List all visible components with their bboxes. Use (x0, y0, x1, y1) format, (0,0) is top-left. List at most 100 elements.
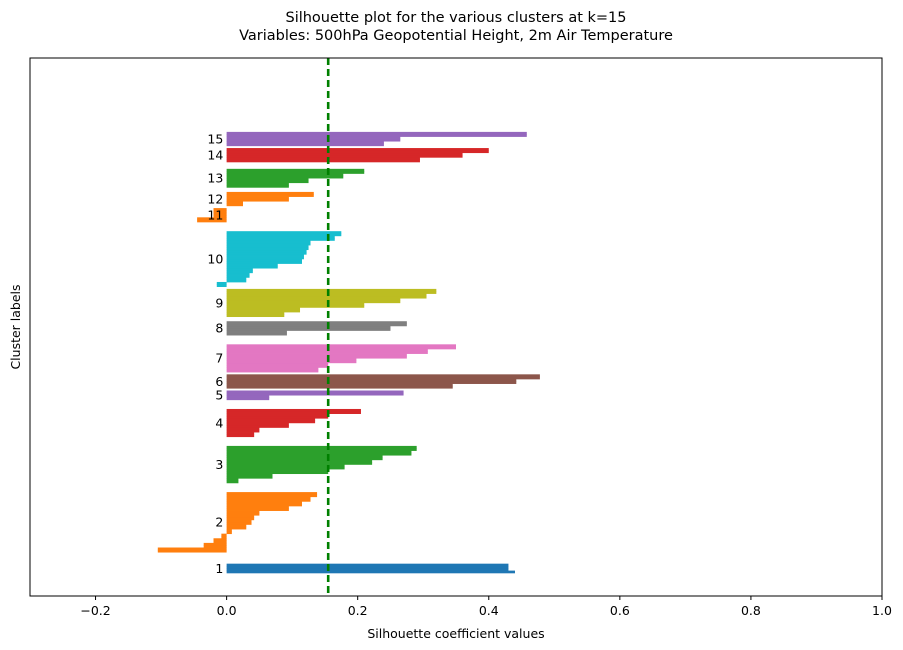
silhouette-bar (226, 242, 311, 246)
chart-title: Silhouette plot for the various clusters… (285, 10, 626, 26)
silhouette-bar (226, 397, 270, 401)
silhouette-bar (226, 452, 412, 456)
silhouette-bar (226, 171, 365, 174)
silhouette-bar (226, 180, 309, 184)
silhouette-bar (226, 247, 309, 251)
silhouette-bar (226, 351, 428, 354)
silhouette-bar (226, 429, 260, 433)
silhouette-bar (226, 478, 239, 481)
silhouette-bar (226, 526, 247, 530)
silhouette-bar (157, 547, 227, 551)
silhouette-bar (226, 152, 463, 156)
silhouette-bar (226, 182, 289, 186)
silhouette-bar (226, 154, 463, 158)
cluster-label: 3 (215, 457, 223, 472)
silhouette-bar (226, 565, 509, 569)
cluster-label: 14 (207, 147, 223, 162)
silhouette-bar (226, 185, 289, 188)
silhouette-bar (226, 279, 247, 283)
silhouette-bar (213, 212, 227, 216)
silhouette-bar (226, 295, 427, 299)
silhouette-bar (226, 309, 301, 313)
silhouette-bar (226, 408, 361, 412)
silhouette-bar (226, 365, 329, 368)
cluster-label: 15 (207, 131, 223, 146)
silhouette-bar (226, 385, 453, 389)
silhouette-bar (226, 238, 335, 241)
silhouette-bar (226, 455, 383, 458)
silhouette-bar (213, 215, 227, 218)
silhouette-bar (226, 369, 319, 373)
silhouette-bar (226, 381, 517, 384)
silhouette-bar (226, 203, 243, 207)
silhouette-bars (157, 131, 540, 574)
silhouette-bar (226, 191, 314, 195)
silhouette-bar (226, 300, 401, 304)
silhouette-bar (226, 524, 247, 528)
silhouette-bar (226, 358, 357, 361)
y-axis-label: Cluster labels (8, 284, 23, 369)
silhouette-bar (157, 549, 227, 553)
silhouette-bar (226, 173, 344, 177)
silhouette-bar (226, 265, 278, 269)
silhouette-bar (226, 254, 304, 257)
silhouette-bar (226, 325, 391, 329)
x-tick-label: 0.8 (741, 603, 761, 618)
silhouette-bar (226, 268, 253, 271)
silhouette-bar (226, 196, 289, 200)
silhouette-bar (226, 148, 489, 151)
silhouette-bar (226, 141, 384, 144)
silhouette-bar (226, 531, 232, 535)
silhouette-bar (226, 360, 357, 364)
silhouette-bar (226, 496, 311, 500)
silhouette-bar (226, 492, 318, 495)
silhouette-bar (226, 450, 412, 454)
silhouette-bar (226, 471, 329, 475)
silhouette-bar (226, 298, 401, 301)
silhouette-bar (226, 270, 253, 274)
silhouette-bar (226, 291, 437, 294)
silhouette-bar (226, 475, 273, 479)
silhouette-bar (226, 469, 329, 472)
silhouette-bar (226, 367, 319, 371)
cluster-label: 8 (215, 321, 223, 336)
silhouette-bar (226, 473, 273, 477)
silhouette-bar (221, 535, 227, 539)
silhouette-bar (197, 217, 227, 221)
silhouette-bar (226, 302, 365, 306)
silhouette-bar (226, 432, 255, 435)
cluster-label: 11 (207, 208, 223, 223)
silhouette-bar (226, 201, 243, 204)
cluster-label: 5 (215, 388, 223, 403)
silhouette-bar (221, 533, 227, 537)
silhouette-bar (226, 277, 247, 281)
silhouette-bar (226, 293, 427, 297)
silhouette-bar (226, 288, 437, 292)
silhouette-bar (213, 540, 227, 544)
silhouette-bar (226, 383, 453, 387)
silhouette-bar (216, 284, 227, 287)
silhouette-bar (226, 307, 301, 311)
silhouette-bar (226, 235, 335, 239)
x-tick-label: 0.6 (610, 603, 630, 618)
silhouette-bar (226, 529, 232, 532)
silhouette-bar (226, 445, 417, 449)
silhouette-bar (226, 390, 404, 394)
silhouette-bar (226, 311, 285, 315)
silhouette-bar (226, 251, 307, 255)
silhouette-bar (226, 256, 304, 260)
silhouette-bar (226, 134, 527, 137)
x-tick-label: 0.0 (217, 603, 237, 618)
cluster-label: 9 (215, 295, 223, 310)
silhouette-bar (226, 503, 302, 507)
silhouette-bar (213, 210, 227, 214)
silhouette-bar (226, 321, 407, 324)
silhouette-bar (226, 178, 309, 181)
silhouette-bar (226, 420, 316, 424)
cluster-label: 1 (215, 561, 223, 576)
silhouette-bar (226, 517, 255, 521)
silhouette-bar (226, 457, 383, 461)
plot-frame (29, 57, 883, 597)
